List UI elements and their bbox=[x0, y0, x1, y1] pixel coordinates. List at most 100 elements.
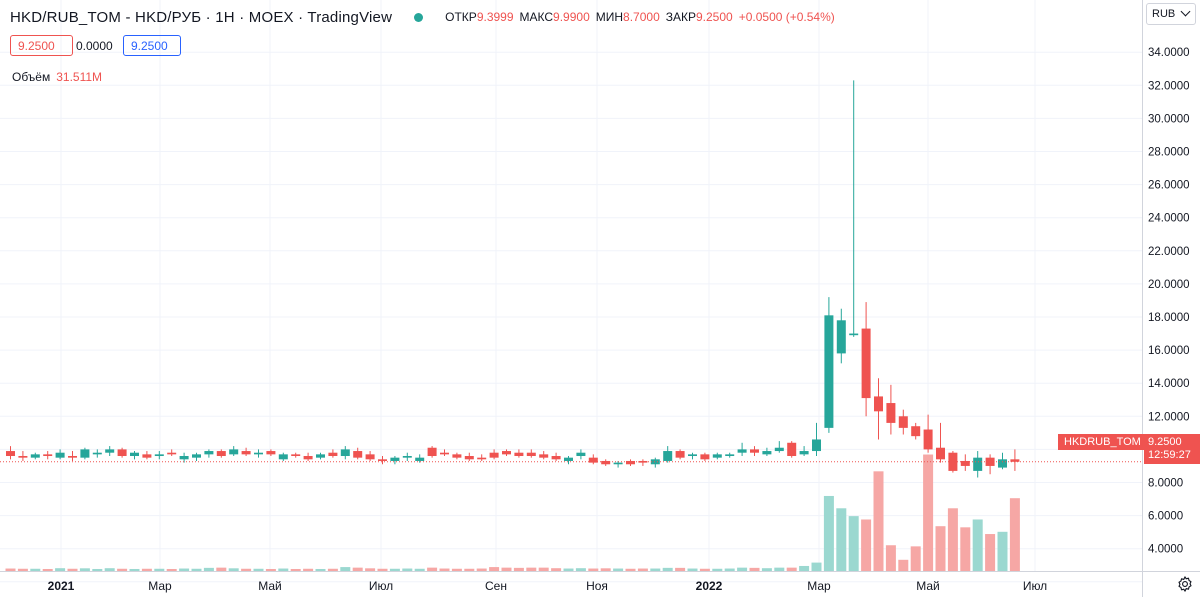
volume-bar bbox=[489, 567, 500, 571]
candle-body bbox=[998, 459, 1007, 468]
candle-body bbox=[229, 449, 239, 455]
currency-selector[interactable]: RUB bbox=[1146, 3, 1196, 25]
volume-bar bbox=[30, 568, 41, 571]
candle-body bbox=[353, 451, 363, 458]
volume-bar bbox=[575, 568, 586, 571]
candle-body bbox=[861, 328, 871, 399]
volume-bar bbox=[551, 568, 562, 571]
volume-bar bbox=[352, 567, 363, 571]
buy-price-box[interactable]: 9.2500 bbox=[123, 35, 181, 56]
volume-bar bbox=[960, 527, 971, 571]
candle-body bbox=[303, 456, 313, 460]
volume-bar bbox=[5, 568, 16, 571]
ohlc-values: ОТКР 9.3999 МАКС 9.9900 МИН 8.7000 ЗАКР 9.25… bbox=[439, 10, 835, 24]
candle-body bbox=[874, 396, 883, 412]
candle-body bbox=[824, 315, 834, 428]
candle-body bbox=[526, 452, 536, 457]
candle-body bbox=[688, 454, 697, 457]
x-tick-label: 2021 bbox=[48, 579, 75, 593]
sell-price-box[interactable]: 9.2500 bbox=[10, 35, 73, 56]
volume-bar bbox=[675, 567, 686, 571]
candle-body bbox=[911, 426, 921, 437]
candle-body bbox=[576, 452, 586, 457]
volume-bar bbox=[427, 567, 438, 571]
volume-bar bbox=[402, 568, 413, 571]
candle-body bbox=[18, 456, 28, 458]
volume-bar bbox=[687, 568, 698, 571]
volume-bar bbox=[464, 568, 475, 571]
volume-bar bbox=[104, 568, 115, 571]
candle-body bbox=[402, 456, 412, 458]
volume-bar bbox=[600, 568, 611, 571]
candle-body bbox=[750, 449, 759, 453]
volume-bar bbox=[290, 568, 301, 571]
volume-bar bbox=[613, 568, 624, 571]
candle-body bbox=[179, 456, 189, 460]
last-price-tag: 9.2500 12:59:27 bbox=[1144, 434, 1200, 464]
candle-body bbox=[316, 454, 325, 458]
candle-body bbox=[464, 456, 474, 460]
candle-body bbox=[241, 451, 251, 455]
volume-bar bbox=[650, 568, 661, 571]
volume-bar bbox=[749, 567, 760, 571]
candle-body bbox=[452, 454, 462, 458]
x-tick-label: Сен bbox=[485, 579, 507, 593]
candle-body bbox=[588, 457, 598, 463]
volume-bar bbox=[1009, 498, 1020, 571]
candle-body bbox=[675, 451, 685, 458]
volume-bar bbox=[216, 567, 227, 571]
volume-bar bbox=[799, 565, 810, 571]
volume-bar bbox=[699, 568, 710, 571]
volume-bar bbox=[365, 568, 376, 571]
candle-body bbox=[117, 449, 127, 457]
chevron-down-icon bbox=[1180, 6, 1191, 17]
x-tick-label: Май bbox=[258, 579, 282, 593]
candle-body bbox=[923, 429, 933, 450]
volume-bar bbox=[141, 568, 152, 571]
candle-body bbox=[427, 447, 437, 457]
volume-bar bbox=[538, 567, 549, 571]
candle-body bbox=[130, 452, 139, 457]
y-tick-label: 24.0000 bbox=[1148, 213, 1190, 225]
x-tick-label: Ноя bbox=[586, 579, 608, 593]
candle-body bbox=[30, 454, 40, 458]
symbol-title[interactable]: HKD/RUB_TOM - HKD/РУБ · 1H · MOEX · Trad… bbox=[10, 8, 393, 26]
y-tick-label: 18.0000 bbox=[1148, 312, 1190, 324]
volume-bar bbox=[588, 568, 599, 571]
volume-value: 31.511M bbox=[56, 70, 103, 84]
volume-bar bbox=[79, 568, 90, 571]
volume-bar bbox=[191, 568, 202, 571]
candle-body bbox=[650, 459, 660, 465]
volume-label: Объём bbox=[12, 70, 51, 84]
volume-bar bbox=[17, 568, 28, 571]
candle-body bbox=[68, 456, 77, 458]
volume-bar bbox=[836, 508, 847, 571]
candle-body bbox=[626, 460, 635, 465]
volume-bar bbox=[625, 568, 636, 571]
volume-bar bbox=[67, 568, 78, 571]
y-tick-label: 14.0000 bbox=[1148, 378, 1190, 390]
volume-bar bbox=[55, 568, 66, 571]
candle-body bbox=[737, 449, 747, 453]
candle-body bbox=[700, 454, 710, 460]
y-tick-label: 12.0000 bbox=[1148, 411, 1190, 423]
volume-bar bbox=[786, 567, 797, 571]
candle-body bbox=[328, 452, 338, 457]
volume-bar bbox=[414, 568, 425, 571]
candle-body bbox=[254, 452, 263, 455]
volume-bar bbox=[823, 495, 834, 571]
y-tick-label: 22.0000 bbox=[1148, 246, 1190, 258]
x-tick-label: Май bbox=[916, 579, 940, 593]
volume-bar bbox=[451, 568, 462, 571]
gear-icon[interactable] bbox=[1176, 575, 1194, 593]
volume-bar bbox=[129, 568, 140, 571]
volume-bar bbox=[340, 567, 351, 571]
candle-body bbox=[551, 456, 561, 460]
volume-bar bbox=[972, 519, 983, 571]
y-tick-label: 34.0000 bbox=[1148, 47, 1190, 59]
candle-body bbox=[774, 447, 784, 452]
candle-body bbox=[440, 452, 449, 455]
candle-body bbox=[43, 454, 53, 457]
volume-bar bbox=[377, 568, 388, 571]
